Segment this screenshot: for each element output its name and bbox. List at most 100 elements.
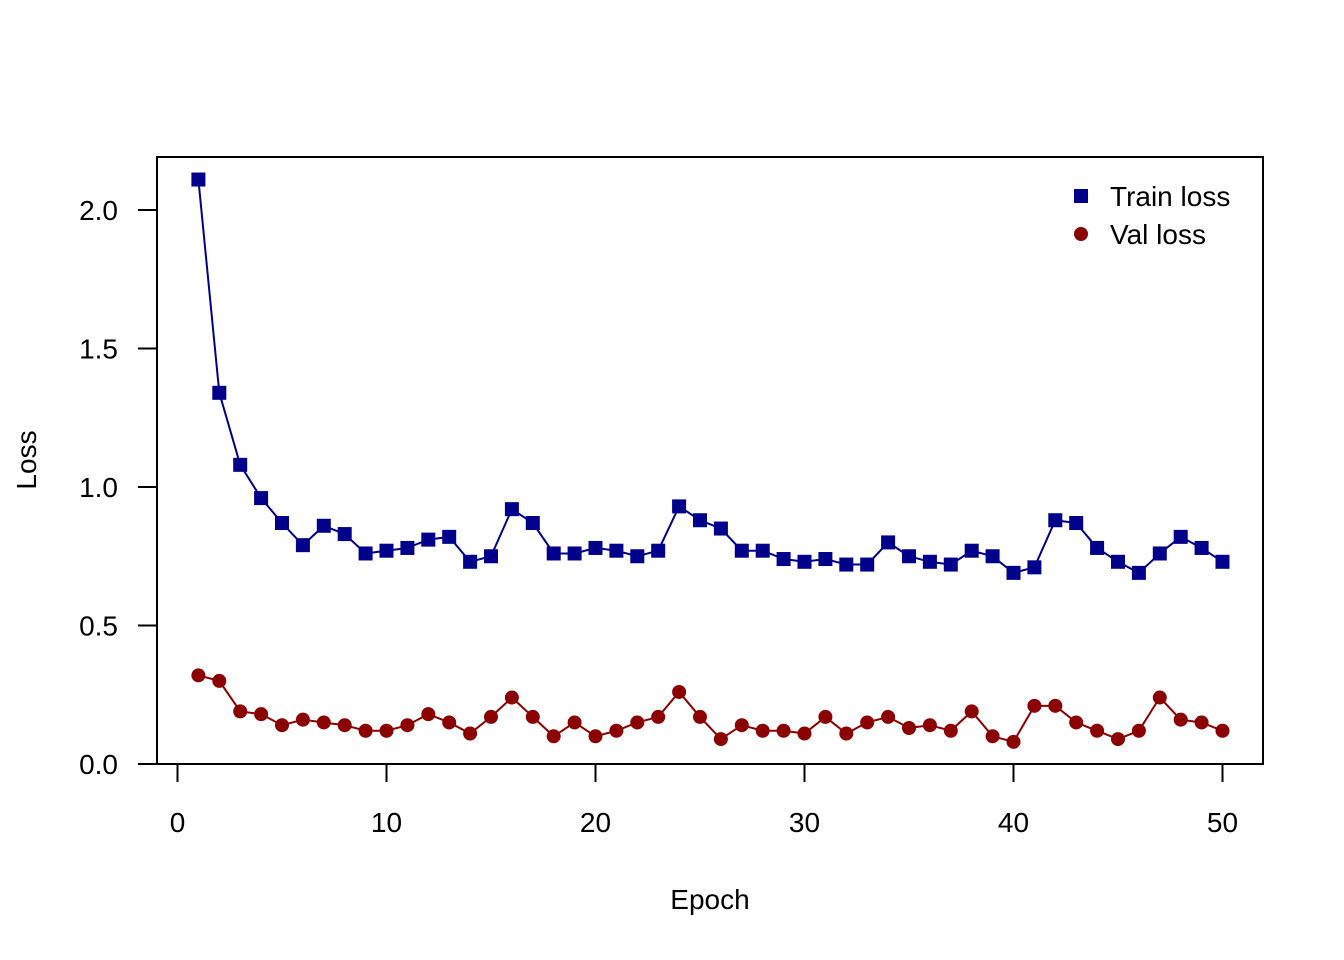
- data-point: [776, 552, 791, 567]
- data-point: [1215, 554, 1230, 569]
- data-point: [1173, 529, 1188, 544]
- data-point: [1131, 565, 1146, 580]
- data-point: [588, 540, 603, 555]
- data-point: [1069, 715, 1084, 730]
- data-point: [337, 527, 352, 542]
- x-tick-label: 10: [371, 807, 402, 838]
- data-point: [693, 709, 707, 724]
- y-tick-label: 0.5: [79, 611, 118, 642]
- data-point: [484, 549, 498, 564]
- data-point: [818, 552, 833, 567]
- data-point: [693, 513, 707, 528]
- data-point: [400, 718, 415, 733]
- data-point: [881, 535, 896, 550]
- data-point: [734, 543, 749, 558]
- data-point: [1194, 715, 1209, 730]
- data-point: [651, 543, 666, 558]
- y-tick-label: 0.0: [79, 749, 118, 780]
- x-tick-label: 0: [170, 807, 186, 838]
- data-point: [233, 704, 248, 719]
- data-point: [463, 726, 478, 741]
- data-point: [295, 538, 310, 553]
- series-layer: [191, 172, 1230, 749]
- data-point: [1173, 712, 1188, 727]
- data-point: [839, 726, 854, 741]
- data-point: [421, 532, 436, 547]
- data-point: [860, 557, 875, 572]
- data-point: [358, 546, 373, 561]
- legend-label: Val loss: [1110, 219, 1206, 250]
- data-point: [1048, 698, 1063, 713]
- data-point: [985, 549, 1000, 564]
- data-point: [212, 673, 227, 688]
- series-val-loss: [191, 668, 1230, 749]
- data-point: [860, 715, 875, 730]
- data-point: [525, 516, 540, 531]
- data-point: [567, 715, 582, 730]
- data-point: [672, 499, 687, 514]
- data-point: [713, 521, 728, 536]
- data-point: [609, 543, 624, 558]
- data-point: [797, 726, 812, 741]
- data-point: [818, 709, 833, 724]
- x-axis-title: Epoch: [670, 884, 749, 915]
- y-axis: 0.0 0.5 1.0 1.5 2.0: [79, 195, 158, 780]
- data-point: [546, 546, 561, 561]
- x-axis: 0 10 20 30 40 50: [170, 763, 1238, 838]
- data-point: [588, 729, 603, 744]
- data-point: [191, 668, 206, 683]
- data-point: [776, 723, 791, 738]
- data-point: [672, 684, 687, 699]
- data-point: [755, 543, 770, 558]
- data-point: [734, 718, 749, 733]
- data-point: [1090, 723, 1105, 738]
- data-point: [1111, 554, 1125, 569]
- data-point: [1215, 723, 1230, 738]
- data-point: [1027, 698, 1042, 713]
- data-point: [295, 712, 310, 727]
- data-point: [755, 723, 770, 738]
- data-point: [902, 549, 916, 564]
- data-point: [316, 518, 331, 533]
- data-point: [881, 709, 896, 724]
- x-tick-label: 30: [789, 807, 820, 838]
- data-point: [630, 549, 645, 564]
- legend-marker: [1074, 189, 1088, 203]
- data-point: [1194, 540, 1209, 555]
- data-point: [1069, 516, 1084, 531]
- data-point: [525, 709, 540, 724]
- data-point: [1152, 546, 1167, 561]
- data-point: [839, 557, 854, 572]
- y-axis-title: Loss: [11, 430, 42, 489]
- data-point: [1111, 732, 1125, 747]
- x-tick-label: 20: [580, 807, 611, 838]
- data-point: [964, 543, 979, 558]
- data-point: [651, 709, 666, 724]
- data-point: [484, 709, 498, 724]
- data-point: [337, 718, 352, 733]
- data-point: [943, 557, 958, 572]
- data-point: [1027, 560, 1042, 575]
- series-train-loss: [191, 172, 1230, 580]
- legend-marker: [1074, 227, 1088, 241]
- data-point: [254, 707, 269, 722]
- data-point: [504, 690, 519, 705]
- data-point: [1006, 734, 1021, 749]
- data-point: [442, 715, 457, 730]
- data-point: [254, 491, 269, 506]
- data-point: [442, 529, 457, 544]
- data-point: [713, 732, 728, 747]
- plot-frame: [156, 156, 1264, 765]
- data-point: [504, 502, 519, 517]
- data-point: [421, 707, 436, 722]
- data-point: [943, 723, 958, 738]
- data-point: [922, 718, 937, 733]
- data-point: [400, 540, 415, 555]
- legend: Train loss Val loss: [1074, 181, 1230, 250]
- data-point: [275, 718, 289, 733]
- data-point: [379, 543, 394, 558]
- series-line: [197, 179, 1224, 575]
- data-point: [1006, 565, 1021, 580]
- data-point: [1090, 540, 1105, 555]
